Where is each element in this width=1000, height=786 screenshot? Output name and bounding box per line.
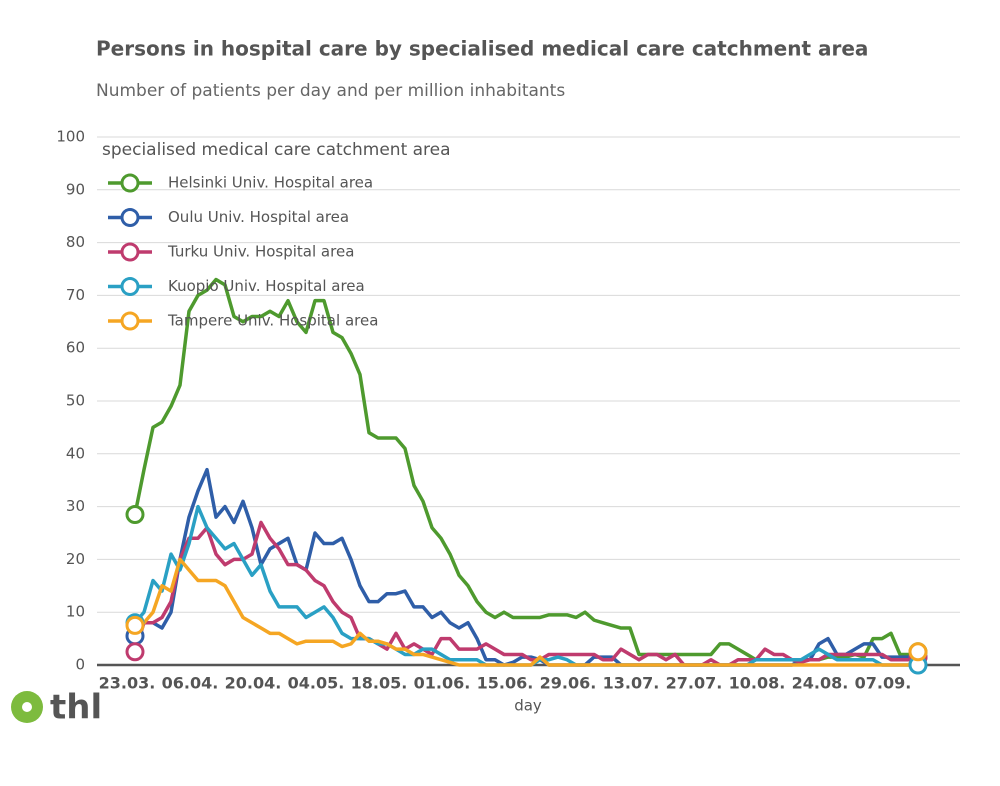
chart-subtitle: Number of patients per day and per milli… [96,81,565,101]
x-axis-label: day [514,697,542,715]
x-tick-label: 13.07. [603,674,660,693]
y-tick-label: 0 [75,656,85,674]
x-tick-label: 27.07. [666,674,723,693]
y-tick-label: 50 [66,392,85,410]
end-marker [125,505,145,525]
legend-title: specialised medical care catchment area [102,140,451,160]
legend-marker [120,242,140,262]
y-tick-label: 100 [56,128,85,146]
x-tick-label: 23.03. [99,674,156,693]
x-tick-label: 29.06. [540,674,597,693]
y-tick-label: 70 [66,286,85,304]
legend-marker [120,208,140,227]
logo-icon-center [22,702,32,712]
legend-label: Tampere Univ. Hospital area [167,312,378,330]
x-tick-label: 24.08. [792,674,849,693]
y-tick-label: 40 [66,444,85,462]
y-tick-label: 20 [66,550,85,568]
x-tick-label: 01.06. [414,674,471,693]
y-tick-label: 90 [66,180,85,198]
logo-text: thl [50,688,102,728]
legend-label: Kuopio Univ. Hospital area [168,277,365,295]
series-line [133,277,919,662]
legend-marker [120,277,140,296]
series-line [133,467,918,667]
end-marker [125,642,145,662]
y-tick-label: 80 [66,233,85,251]
y-tick-label: 60 [66,339,85,357]
x-tick-label: 06.04. [162,674,219,693]
series-line [134,557,920,667]
end-marker [908,642,928,662]
x-tick-label: 20.04. [225,674,282,693]
legend-label: Helsinki Univ. Hospital area [168,174,373,192]
legend-marker [120,173,140,193]
x-tick-label: 07.09. [855,674,912,693]
y-tick-label: 30 [66,497,85,515]
x-tick-label: 04.05. [288,674,345,693]
logo: thl [11,688,102,728]
legend-marker [120,311,140,331]
legend-label: Turku Univ. Hospital area [167,243,354,261]
end-marker [125,615,145,635]
chart-title: Persons in hospital care by specialised … [96,37,868,61]
series-line [133,520,919,667]
y-tick-label: 10 [66,603,85,621]
legend-label: Oulu Univ. Hospital area [168,208,349,226]
x-tick-label: 15.06. [477,674,534,693]
x-tick-label: 10.08. [729,674,786,693]
x-tick-label: 18.05. [351,674,408,693]
